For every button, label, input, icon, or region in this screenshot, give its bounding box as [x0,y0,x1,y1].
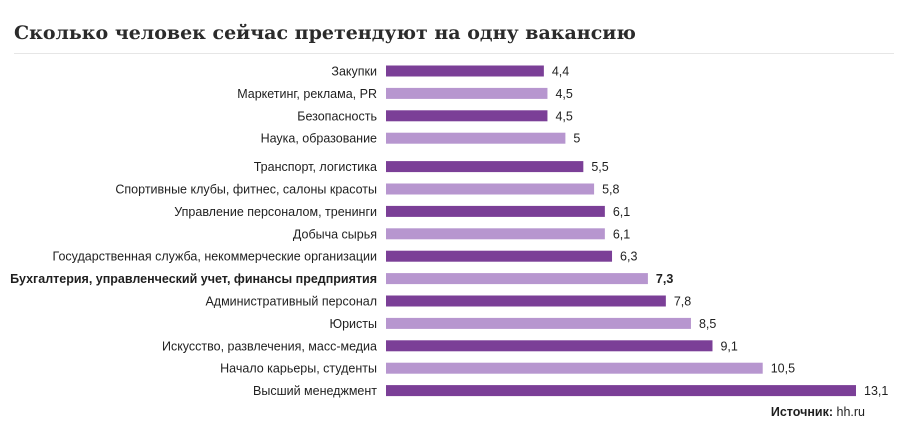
value-label: 7,3 [656,272,673,286]
source-value: hh.ru [836,405,866,419]
category-label: Спортивные клубы, фитнес, салоны красоты [115,183,377,197]
source-label: Источник: [770,405,834,419]
bar [386,205,605,217]
value-label: 4,5 [555,87,572,101]
category-label: Начало карьеры, студенты [220,362,377,376]
value-label: 4,4 [552,65,569,79]
value-label: 10,5 [771,362,795,376]
bar [386,362,763,374]
category-label: Маркетинг, реклама, PR [237,87,377,101]
category-label: Безопасность [297,109,377,123]
category-label: Наука, образование [261,132,377,146]
bar [386,295,666,307]
value-label: 9,1 [720,339,737,353]
bar [386,317,691,329]
value-label: 6,3 [620,250,637,264]
value-label: 4,5 [555,109,572,123]
category-label: Государственная служба, некоммерческие о… [53,250,377,264]
value-label: 5,8 [602,183,619,197]
category-label: Искусство, развлечения, масс-медиа [162,339,377,353]
value-label: 13,1 [864,384,888,398]
bar [386,65,544,77]
bar [386,183,595,195]
bar [386,132,566,144]
category-label: Закупки [331,65,377,79]
bar [386,250,613,262]
bar [386,385,856,397]
title-divider [14,53,894,54]
bar [386,273,648,285]
chart-title: Сколько человек сейчас претендуют на одн… [14,22,636,44]
category-label: Управление персоналом, тренинги [174,205,377,219]
bar [386,228,605,240]
value-label: 6,1 [613,227,630,241]
category-label: Бухгалтерия, управленческий учет, финанс… [10,272,377,286]
source-line: Источник: hh.ru [771,405,865,419]
value-label: 7,8 [674,295,691,309]
category-label: Юристы [329,317,377,331]
value-label: 5,5 [591,160,608,174]
value-label: 6,1 [613,205,630,219]
category-label: Транспорт, логистика [254,160,377,174]
bar [386,161,584,173]
category-label: Высший менеджмент [253,384,377,398]
category-label: Административный персонал [205,295,377,309]
bar [386,87,548,99]
bar [386,340,713,352]
bar [386,110,548,122]
value-label: 8,5 [699,317,716,331]
category-label: Добыча сырья [293,227,377,241]
value-label: 5 [573,132,580,146]
